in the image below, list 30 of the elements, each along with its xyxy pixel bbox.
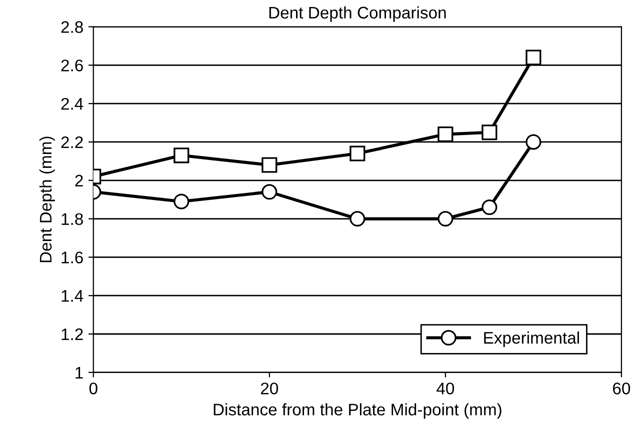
y-axis-title: Dent Depth (mm) [39,136,55,262]
x-tick-label: 0 [89,382,98,394]
y-tick-label: 2.4 [61,98,84,110]
point [350,146,366,162]
chart-title: Dent Depth Comparison [269,6,446,22]
y-tick-label: 1.8 [62,213,83,225]
point [482,199,498,216]
y-tick-label: 2 [75,174,83,186]
point [438,126,454,142]
point [526,134,542,150]
point [262,184,278,200]
x-tick-label: 60 [613,382,630,394]
y-tick-label: 2.8 [61,21,83,33]
point [526,50,542,66]
y-tick-label: 1.4 [62,290,84,302]
y-tick-label: 2.6 [61,60,83,72]
legend-label: Experimental [484,332,579,348]
point [482,124,498,140]
point [350,211,366,227]
x-tick-label: 20 [260,382,278,394]
point [174,148,190,164]
y-tick-label: 1.2 [62,328,83,340]
y-tick-label: 1 [76,366,83,378]
y-tick-label: 2.2 [61,136,83,148]
point [174,194,190,210]
point [262,157,278,173]
x-tick-label: 40 [436,382,454,394]
y-tick-label: 1.6 [62,252,83,264]
x-axis-title: Distance from the Plate Mid-point (mm) [214,403,502,419]
point [438,211,454,227]
